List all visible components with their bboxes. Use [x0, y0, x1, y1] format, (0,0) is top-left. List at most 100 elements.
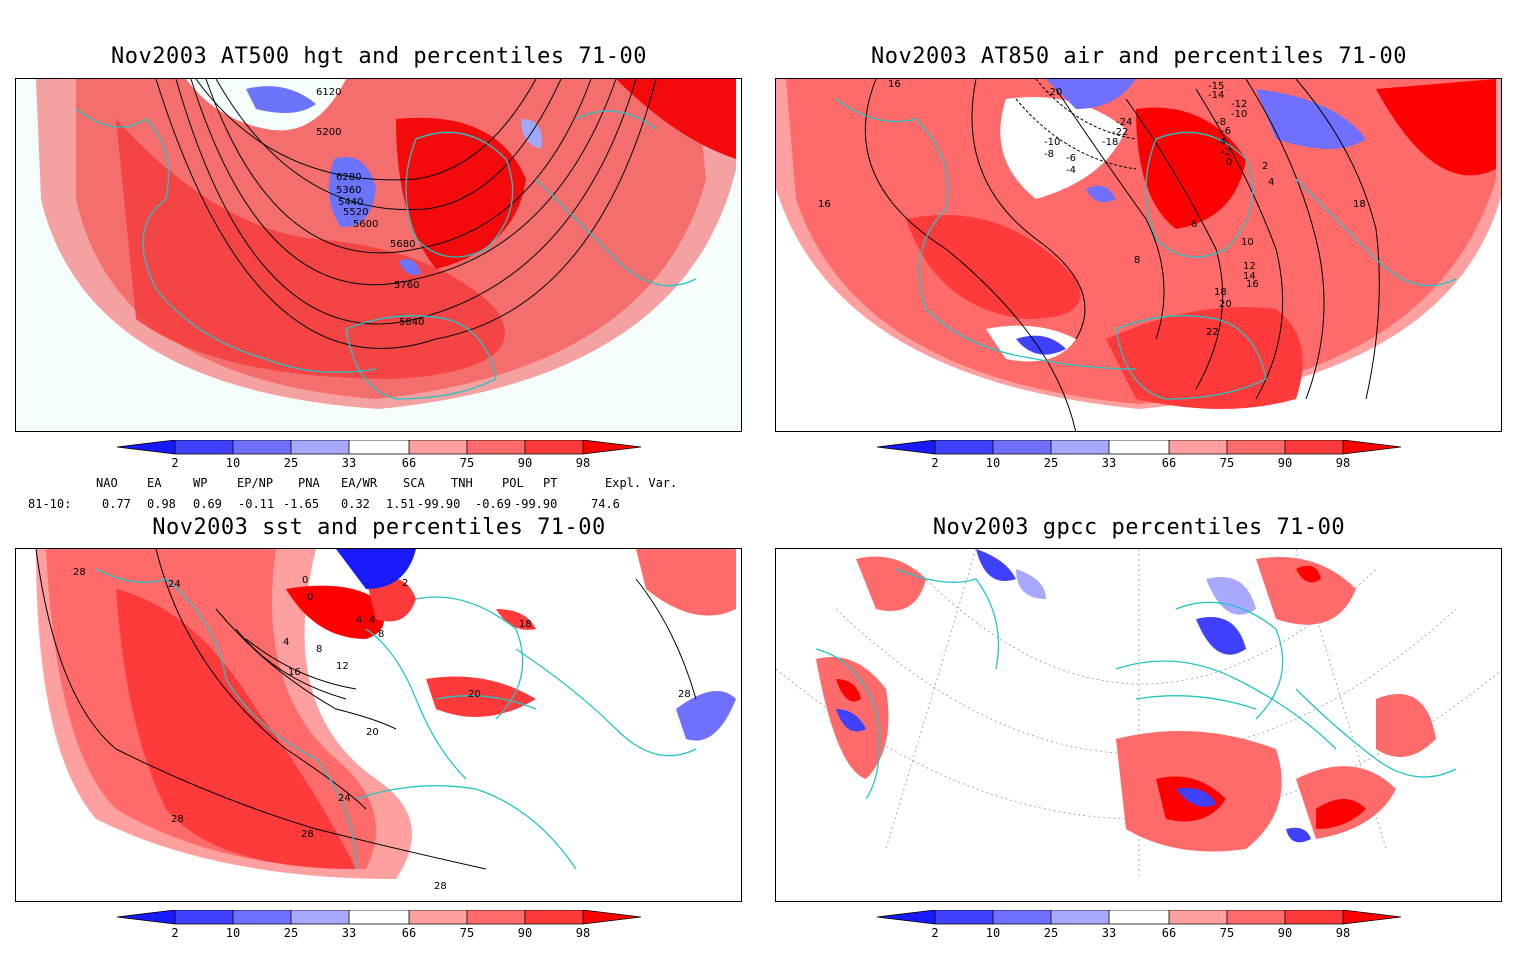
contour-label: 5840	[399, 317, 425, 328]
colorbar-hgt500: 2 10 25 33 66 75 90 98	[117, 440, 677, 488]
colorbar-tick: 25	[283, 456, 299, 470]
colorbar-tick: 33	[1101, 456, 1117, 470]
contour-label: 8	[1134, 255, 1141, 266]
contour-label: -2	[1221, 147, 1231, 158]
colorbar-tick: 33	[341, 456, 357, 470]
colorbar-tick: 33	[341, 926, 357, 940]
panel-title-air850: Nov2003 AT850 air and percentiles 71-00	[870, 44, 1408, 69]
colorbar-tick: 10	[985, 456, 1001, 470]
panel-title-gpcc: Nov2003 gpcc percentiles 71-00	[932, 515, 1346, 540]
index-header: POL	[502, 476, 524, 490]
colorbar-tick: 25	[1043, 456, 1059, 470]
colorbar-tick: 10	[985, 926, 1001, 940]
contour-label: 14	[1243, 271, 1256, 282]
contour-label: 6	[1191, 219, 1198, 230]
colorbar-sst: 2 10 25 33 66 75 90 98	[117, 910, 677, 958]
colorbar-tick: 2	[171, 456, 179, 470]
contour-label: 5200	[316, 127, 342, 138]
contour-label: 4	[283, 637, 290, 648]
index-value: -99.90	[514, 497, 558, 511]
contour-label: 22	[1206, 327, 1219, 338]
index-value: -0.69	[475, 497, 512, 511]
map-panel-air850: 16 -20 -15 -14 -12 -10 -8 -24 -22 -18 -6…	[775, 78, 1502, 432]
index-value: 0.77	[102, 497, 131, 511]
contour-label: -8	[1044, 149, 1054, 160]
contour-label: 4	[1268, 177, 1275, 188]
map-panel-sst: 28 24 0 0 2 4 4 8 8 12 16 18 20 20 24 28…	[15, 548, 742, 902]
index-header: PNA	[298, 476, 320, 490]
index-header: EA	[147, 476, 162, 490]
colorbar-tick: 98	[575, 456, 591, 470]
colorbar-tick: 33	[1101, 926, 1117, 940]
index-header: NAO	[96, 476, 118, 490]
colorbar-tick: 25	[283, 926, 299, 940]
contour-label: 18	[1214, 287, 1227, 298]
contour-label: 28	[434, 881, 447, 892]
contour-label: -22	[1112, 127, 1129, 138]
index-header: WP	[193, 476, 208, 490]
contour-label: 6120	[316, 87, 342, 98]
contour-label: 20	[468, 689, 481, 700]
index-header: Expl. Var.	[605, 476, 678, 490]
contour-label: 8	[316, 644, 323, 655]
contour-label: -12	[1231, 99, 1248, 110]
index-header: EA/WR	[341, 476, 378, 490]
index-header: SCA	[403, 476, 425, 490]
contour-label: 10	[1241, 237, 1254, 248]
colorbar-tick: 90	[1277, 926, 1293, 940]
panel-title-hgt500: Nov2003 AT500 hgt and percentiles 71-00	[110, 44, 648, 69]
colorbar-tick: 2	[931, 926, 939, 940]
map-panel-gpcc	[775, 548, 1502, 902]
contour-label: 28	[301, 829, 314, 840]
contour-label: 0	[307, 592, 314, 603]
contour-label: 6280	[336, 172, 362, 183]
colorbar-tick: 2	[931, 456, 939, 470]
index-value: 74.6	[591, 497, 620, 511]
colorbar-tick: 75	[1219, 456, 1235, 470]
contour-label: 5760	[394, 280, 420, 291]
colorbar-tick: 75	[459, 456, 475, 470]
index-value: -0.11	[238, 497, 275, 511]
colorbar-tick: 75	[1219, 926, 1235, 940]
contour-label: 4	[369, 615, 376, 626]
colorbar-tick: 66	[401, 456, 417, 470]
colorbar-tick: 90	[1277, 456, 1293, 470]
contour-label: 5600	[353, 219, 379, 230]
contour-label: 20	[1219, 299, 1232, 310]
contour-label: 16	[888, 79, 901, 90]
colorbar-tick: 98	[1335, 456, 1351, 470]
colorbar-tick: 98	[575, 926, 591, 940]
contour-label: -4	[1066, 165, 1076, 176]
contour-label: 0	[1226, 157, 1233, 168]
map-panel-hgt500: 6120 5200 6280 5360 5440 5520 5600 5680 …	[15, 78, 742, 432]
contour-label: 24	[338, 793, 351, 804]
contour-label: -14	[1208, 90, 1225, 101]
colorbar-tick: 75	[459, 926, 475, 940]
colorbar-air850: 2 10 25 33 66 75 90 98	[877, 440, 1437, 488]
index-header: PT	[543, 476, 558, 490]
contour-label: 18	[1353, 199, 1366, 210]
contour-label: 5520	[343, 207, 369, 218]
index-value: 0.98	[147, 497, 176, 511]
contour-label: 5440	[338, 197, 364, 208]
index-header: EP/NP	[237, 476, 274, 490]
contour-label: -10	[1044, 137, 1061, 148]
colorbar-tick: 66	[401, 926, 417, 940]
contour-label: 18	[519, 619, 532, 630]
colorbar-tick: 25	[1043, 926, 1059, 940]
contour-label: 5360	[336, 185, 362, 196]
index-row-label: 81-10:	[28, 497, 72, 511]
index-value: -99.90	[417, 497, 461, 511]
contour-label: 12	[336, 661, 349, 672]
contour-label: -18	[1102, 137, 1119, 148]
index-value: 0.32	[341, 497, 370, 511]
contour-label: 16	[1246, 279, 1259, 290]
colorbar-tick: 98	[1335, 926, 1351, 940]
contour-label: -24	[1116, 117, 1133, 128]
colorbar-tick: 66	[1161, 926, 1177, 940]
colorbar-tick: 2	[171, 926, 179, 940]
contour-label: 28	[73, 567, 86, 578]
colorbar-tick: 10	[225, 456, 241, 470]
contour-label: -8	[1216, 117, 1226, 128]
colorbar-gpcc: 2 10 25 33 66 75 90 98	[877, 910, 1437, 958]
